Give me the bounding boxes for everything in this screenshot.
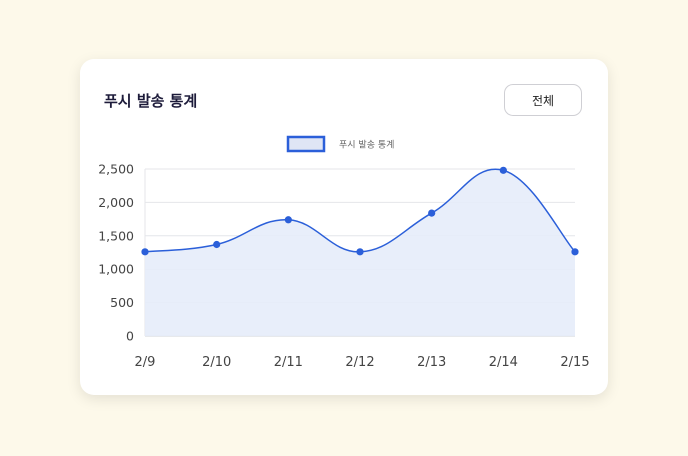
x-tick-label: 2/9: [135, 355, 156, 370]
x-tick-label: 2/14: [489, 355, 518, 370]
data-point[interactable]: [356, 248, 364, 256]
x-tick-label: 2/10: [202, 355, 231, 370]
chart-legend: 푸시 발송 통계: [286, 135, 394, 153]
y-tick-label: 2,500: [98, 162, 134, 177]
legend-label: 푸시 발송 통계: [339, 139, 394, 151]
data-point[interactable]: [284, 216, 292, 224]
x-tick-label: 2/15: [560, 355, 589, 370]
x-tick-label: 2/11: [274, 355, 303, 370]
x-axis: 2/9 2/10 2/11 2/12 2/13 2/14 2/15: [135, 355, 590, 370]
y-tick-label: 2,000: [98, 195, 134, 210]
y-tick-label: 500: [110, 295, 134, 310]
y-axis: 0 500 1,000 1,500 2,000 2,500: [98, 162, 134, 344]
data-point[interactable]: [213, 240, 221, 249]
data-point[interactable]: [499, 166, 507, 174]
card-title: 푸시 발송 통계: [104, 92, 198, 110]
data-point[interactable]: [428, 209, 436, 217]
y-tick-label: 0: [126, 329, 134, 344]
data-point[interactable]: [571, 248, 579, 256]
series-points: [141, 166, 579, 256]
y-tick-label: 1,000: [98, 262, 134, 277]
legend-swatch: [286, 135, 326, 153]
y-tick-label: 1,500: [98, 228, 134, 243]
x-tick-label: 2/12: [345, 355, 374, 370]
data-point[interactable]: [141, 248, 149, 256]
filter-all-button[interactable]: 전체: [504, 84, 582, 116]
x-tick-label: 2/13: [417, 355, 446, 370]
